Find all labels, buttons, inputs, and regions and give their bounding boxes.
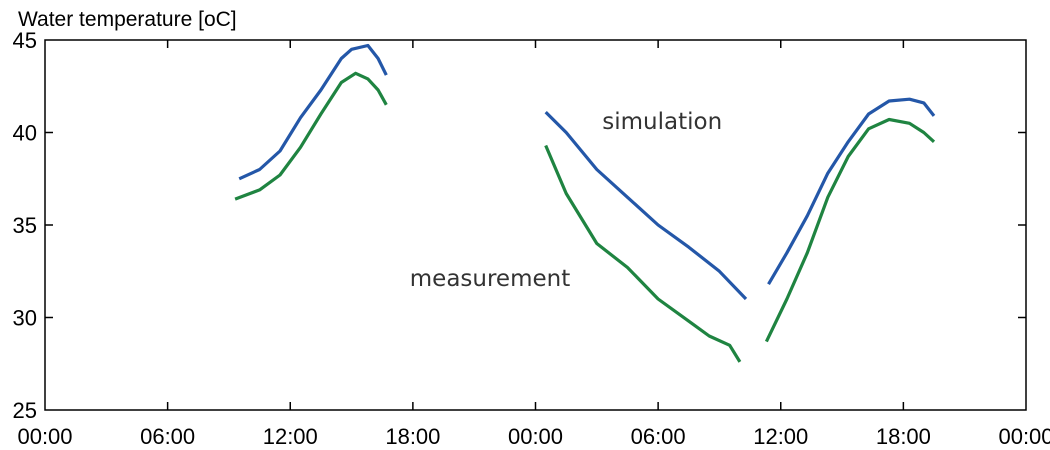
plot-frame: [44, 39, 1027, 411]
y-axis-label: Water temperature [oC]: [18, 8, 237, 31]
simulation-line: [767, 97, 936, 286]
x-tick-label: 12:00: [753, 424, 808, 449]
x-tick-label: 12:00: [263, 424, 318, 449]
x-tick-label: 18:00: [876, 424, 931, 449]
y-tick-label: 45: [13, 28, 37, 53]
measurement-line: [234, 71, 388, 201]
measurement-line: [764, 117, 936, 343]
x-tick-label: 00:00: [17, 424, 72, 449]
y-tick-label: 40: [13, 121, 37, 146]
simulation-annotation: simulation: [602, 109, 722, 135]
measurement-line: [544, 144, 742, 363]
x-tick-label: 06:00: [140, 424, 195, 449]
x-tick-label: 18:00: [385, 424, 440, 449]
x-tick-label: 00:00: [998, 424, 1050, 449]
axes-layer: 00:00 06:00 12:00 18:00 00:00 06:00 12:00 18:00…: [13, 28, 1050, 449]
simulation-line: [544, 110, 748, 301]
y-tick-label: 30: [13, 306, 37, 331]
simulation-line: [238, 43, 388, 181]
measurement-annotation: measurement: [410, 266, 570, 292]
series-layer: [234, 43, 936, 363]
annotation-layer: simulation measurement: [410, 109, 722, 292]
x-tick-label: 00:00: [508, 424, 563, 449]
y-tick-label: 25: [13, 398, 37, 423]
y-tick-label: 35: [13, 213, 37, 238]
x-tick-label: 06:00: [631, 424, 686, 449]
